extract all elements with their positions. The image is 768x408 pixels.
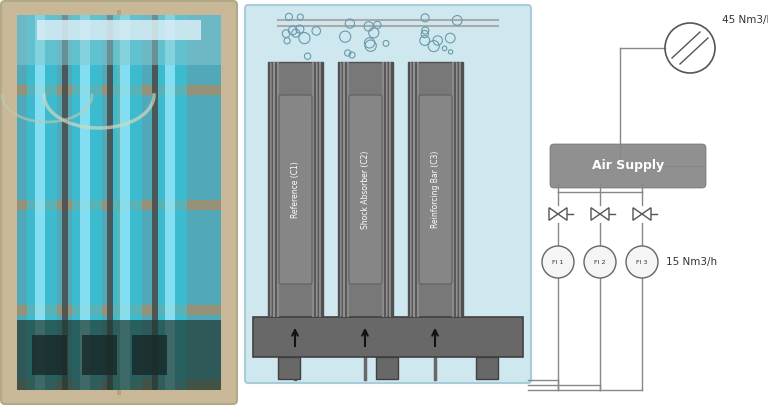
Bar (80, 15, 90, 390)
Bar (454, 62, 455, 317)
Bar (278, 357, 300, 379)
Bar (314, 62, 316, 317)
Text: Air Supply: Air Supply (592, 160, 664, 173)
Bar (391, 62, 392, 317)
Bar (408, 62, 409, 317)
Bar (35, 15, 45, 390)
Bar (321, 62, 323, 317)
Bar (408, 62, 463, 317)
Bar (275, 62, 276, 317)
Bar (62, 15, 68, 390)
Text: FI 2: FI 2 (594, 259, 606, 264)
Circle shape (584, 246, 616, 278)
Text: Reference (C1): Reference (C1) (291, 161, 300, 218)
Bar (412, 62, 413, 317)
Bar (273, 62, 275, 317)
Bar (388, 62, 389, 317)
Bar (270, 62, 271, 317)
Bar (17, 15, 221, 65)
Bar (338, 62, 339, 317)
Bar (120, 15, 130, 390)
Circle shape (542, 246, 574, 278)
Bar (17, 320, 221, 390)
Circle shape (626, 246, 658, 278)
Bar (459, 62, 461, 317)
Bar (415, 62, 417, 317)
Bar (277, 62, 279, 317)
Bar (27, 15, 57, 390)
Bar (17, 380, 221, 390)
Bar (319, 62, 321, 317)
Bar (82, 335, 117, 375)
Bar (316, 62, 317, 317)
Bar (165, 15, 175, 390)
Bar (32, 335, 67, 375)
Bar (455, 62, 457, 317)
Bar (107, 15, 113, 390)
Bar (112, 15, 142, 390)
FancyBboxPatch shape (419, 95, 452, 284)
Bar (384, 62, 386, 317)
Bar (117, 10, 121, 395)
Bar (347, 62, 349, 317)
Bar (476, 357, 498, 379)
Bar (17, 15, 221, 390)
Bar (17, 200, 221, 210)
Bar (389, 62, 391, 317)
Bar (17, 85, 221, 95)
Bar (152, 15, 158, 390)
Bar (343, 62, 345, 317)
Bar (37, 20, 201, 40)
Bar (272, 62, 273, 317)
Bar (338, 62, 393, 317)
Bar (339, 62, 341, 317)
Bar (268, 62, 323, 317)
Text: Reinforcing Bar (C3): Reinforcing Bar (C3) (431, 151, 440, 228)
Bar (253, 317, 523, 357)
Text: FI 3: FI 3 (636, 259, 647, 264)
Bar (318, 62, 319, 317)
FancyBboxPatch shape (279, 95, 312, 284)
Bar (342, 62, 343, 317)
Bar (417, 62, 419, 317)
Bar (452, 62, 454, 317)
FancyBboxPatch shape (550, 144, 706, 188)
Bar (132, 335, 167, 375)
FancyBboxPatch shape (1, 1, 237, 404)
Bar (17, 305, 221, 315)
Text: 15 Nm3/h: 15 Nm3/h (666, 257, 717, 267)
Text: Shock Absorber (C2): Shock Absorber (C2) (361, 150, 370, 229)
Bar (386, 62, 387, 317)
Bar (157, 15, 187, 390)
FancyBboxPatch shape (349, 95, 382, 284)
Bar (376, 357, 398, 379)
Bar (382, 62, 384, 317)
Bar (458, 62, 459, 317)
Bar (345, 62, 346, 317)
Bar (268, 62, 270, 317)
Bar (410, 62, 412, 317)
Bar (72, 15, 102, 390)
Bar (413, 62, 415, 317)
FancyBboxPatch shape (245, 5, 531, 383)
Text: FI 1: FI 1 (552, 259, 564, 264)
Text: 45 Nm3/h: 45 Nm3/h (722, 15, 768, 25)
